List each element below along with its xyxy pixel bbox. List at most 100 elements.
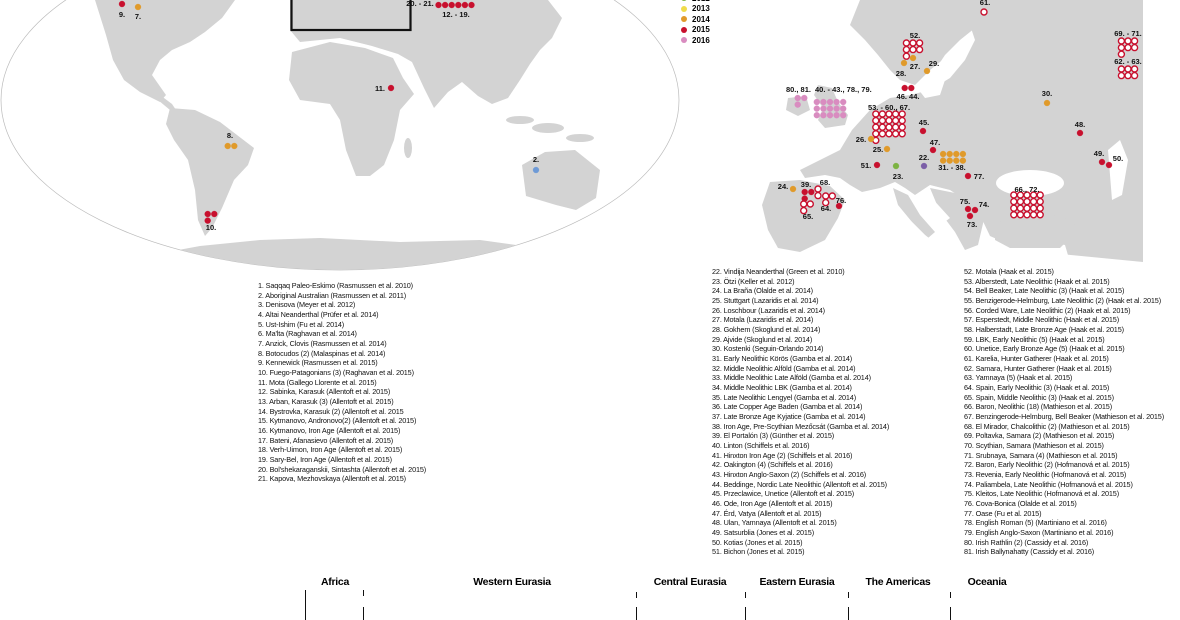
list-item: 45. Przeclawice, Unetice (Allentoft et a…	[712, 489, 855, 499]
list-item: 55. Benzigerode-Helmburg, Late Neolithic…	[964, 296, 1161, 306]
sample-dot	[902, 45, 911, 54]
sample-dot	[915, 45, 924, 54]
sample-marker: 23.	[893, 162, 903, 181]
sample-marker: 28.	[896, 59, 908, 78]
sample-marker: 76.	[836, 196, 846, 210]
sample-dot	[953, 150, 960, 158]
marker-label: 47.	[930, 138, 940, 147]
list-item: 69. Poltavka, Samara (2) (Mathieson et a…	[964, 431, 1115, 441]
list-item: 8. Botocudos (2) (Malaspinas et al. 2014…	[258, 348, 386, 358]
sample-dot	[898, 123, 906, 131]
list-item: 57. Esperstedt, Middle Neolithic (Haak e…	[964, 315, 1119, 325]
list-item: 72. Baron, Early Neolithic (2) (Hofmanov…	[964, 460, 1130, 470]
divider	[848, 592, 849, 598]
list-item: 74. Paliambela, Late Neolithic (Hofmanov…	[964, 479, 1133, 489]
list-item: 22. Vindija Neanderthal (Green et al. 20…	[712, 267, 845, 276]
sample-dot	[939, 157, 947, 164]
sample-marker: 50.	[1105, 154, 1123, 169]
eurasia	[290, 0, 562, 108]
marker-label: 9.	[119, 10, 125, 19]
sample-dot	[908, 84, 915, 92]
central-america	[158, 95, 176, 110]
sample-marker: 31. - 38.	[938, 150, 967, 172]
marker-label: 62. - 63.	[1114, 57, 1142, 66]
list-item: 67. Benzingerode-Helmburg, Bell Beaker (…	[964, 412, 1164, 422]
sample-dot	[800, 200, 808, 208]
sample-dot	[873, 161, 881, 169]
region-eastern-eurasia: Eastern Eurasia	[759, 576, 835, 588]
list-item: 17. Bateni, Afanasievo (Allentoft et al.…	[258, 435, 394, 445]
sample-dot	[1130, 65, 1139, 73]
legend-dot	[681, 0, 687, 2]
sample-marker: 61.	[980, 0, 990, 16]
sample-list-2: 22. Vindija Neanderthal (Green et al. 20…	[712, 267, 889, 557]
sample-marker: 77.	[964, 172, 984, 181]
sample-dot	[919, 127, 927, 135]
list-item: 70. Scythian, Samara (Mathieson et al. 2…	[964, 441, 1104, 451]
sample-marker: 29.	[923, 59, 939, 75]
list-item: 77. Oase (Fu et al. 2015)	[964, 508, 1042, 518]
list-item: 12. Sabinka, Karasuk (Allentoft et al. 2…	[258, 387, 391, 397]
sample-marker: 25.	[873, 145, 891, 154]
marker-label: 49.	[1094, 149, 1104, 158]
sample-dot	[468, 1, 475, 9]
sample-dot	[822, 198, 830, 207]
anatolia	[995, 215, 1080, 248]
sample-dot	[902, 39, 911, 47]
list-item: 4. Altai Neanderthal (Prüfer et al. 2014…	[258, 310, 379, 320]
sample-dot	[118, 0, 126, 8]
sample-dot	[387, 84, 395, 92]
marker-label: 11.	[375, 84, 385, 93]
sample-dot	[211, 210, 218, 218]
list-item: 56. Corded Ware, Late Neolithic (2) (Haa…	[964, 305, 1131, 315]
list-item: 47. Érd, Vatya (Allentoft et al. 2015)	[712, 508, 822, 518]
list-item: 15. Kytmanovo, Andronovo(2) (Allentoft e…	[258, 416, 417, 426]
sample-dot	[909, 45, 917, 54]
list-item: 59. LBK, Early Neolithic (5) (Haak et al…	[964, 334, 1105, 344]
sample-marker: 7.	[134, 3, 142, 21]
sample-dot	[891, 116, 900, 125]
sample-marker: 40. - 43., 78., 79.	[813, 85, 872, 119]
sample-marker: 30.	[1042, 89, 1052, 107]
marker-label: 74.	[979, 200, 989, 209]
sample-dot	[808, 188, 815, 196]
list-item: 61. Karelia, Hunter Gatherer (Haak et al…	[964, 354, 1109, 364]
list-item: 35. Late Neolithic Lengyel (Gamba et al.…	[712, 392, 856, 402]
sample-marker: 47.	[929, 138, 940, 154]
sample-dot	[1124, 37, 1132, 45]
list-item: 11. Mota (Gallego Llorente et al. 2015)	[258, 377, 377, 387]
sample-list-1: 1. Saqqaq Paleo-Eskimo (Rasmussen et al.…	[258, 281, 426, 484]
sample-dot	[441, 1, 449, 9]
divider	[950, 607, 951, 620]
list-item: 48. Ulan, Yamnaya (Allentoft et al. 2015…	[712, 518, 837, 528]
sample-dot	[1023, 211, 1031, 219]
marker-label: 23.	[893, 172, 903, 181]
sample-dot	[885, 123, 893, 131]
list-item: 71. Srubnaya, Samara (4) (Mathieson et a…	[964, 450, 1118, 460]
sample-dot	[878, 116, 887, 125]
list-item: 76. Cova-Bonica (Olalde et al. 2015)	[964, 499, 1077, 509]
marker-label: 68.	[820, 178, 830, 187]
europe-map: 61. 52. 27. 28. 29. 46. 44. 80., 81. 40. - 43.,…	[700, 0, 1143, 263]
list-item: 31. Early Neolithic Körös (Gamba et al. …	[712, 354, 853, 364]
sample-marker: 68.	[814, 178, 830, 200]
list-item: 39. El Portalón (3) (Günther et al. 2015…	[712, 431, 835, 441]
africa	[289, 42, 414, 176]
legend-label: 2012	[692, 0, 710, 3]
divider	[848, 607, 849, 620]
list-item: 16. Kytmanovo, Iron Age (Allentoft et al…	[258, 426, 401, 436]
marker-label: 73.	[967, 220, 977, 229]
sample-marker: 8.	[224, 131, 238, 150]
sample-dot	[929, 146, 937, 154]
sample-dot	[813, 112, 820, 119]
legend-item-2014: 2014	[681, 14, 710, 25]
sample-dot	[1130, 71, 1139, 80]
australia	[522, 150, 600, 210]
sample-marker: 10.	[204, 210, 218, 232]
marker-label: 8.	[227, 131, 233, 140]
sample-dot	[946, 150, 953, 158]
sample-dot	[901, 84, 908, 92]
divider	[745, 592, 746, 598]
list-item: 10. Fuego-Patagonians (3) (Raghavan et a…	[258, 368, 414, 378]
list-item: 40. Linton (Schiffels et al. 2016)	[712, 441, 810, 451]
